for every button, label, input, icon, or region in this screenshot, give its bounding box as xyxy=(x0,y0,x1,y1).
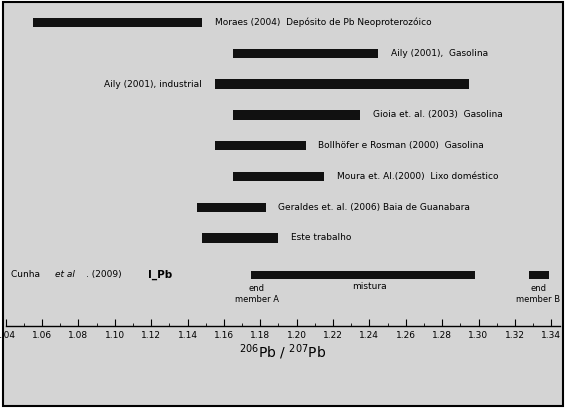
Bar xyxy=(202,233,278,243)
X-axis label: $^{206}$Pb / $^{207}$Pb: $^{206}$Pb / $^{207}$Pb xyxy=(239,342,327,362)
Text: . (2009): . (2009) xyxy=(85,271,127,279)
Bar xyxy=(33,18,202,27)
Text: Gioia et. al. (2003)  Gasolina: Gioia et. al. (2003) Gasolina xyxy=(373,111,503,120)
Text: mistura: mistura xyxy=(352,282,387,291)
Bar xyxy=(215,80,469,89)
Text: Moraes (2004)  Depósito de Pb Neoproterozóico: Moraes (2004) Depósito de Pb Neoproteroz… xyxy=(215,18,431,27)
Text: end
member B: end member B xyxy=(516,284,560,304)
Text: et al: et al xyxy=(55,271,75,279)
Text: I_Pb: I_Pb xyxy=(148,270,171,280)
Bar xyxy=(233,49,379,58)
Text: Este trabalho: Este trabalho xyxy=(291,233,351,242)
Text: Bollhöfer e Rosman (2000)  Gasolina: Bollhöfer e Rosman (2000) Gasolina xyxy=(319,141,484,150)
Text: Cunha: Cunha xyxy=(11,271,43,279)
Bar xyxy=(529,271,550,279)
Bar xyxy=(196,203,265,212)
Bar xyxy=(233,172,324,181)
Bar xyxy=(251,271,271,279)
Text: Aily (2001),  Gasolina: Aily (2001), Gasolina xyxy=(391,49,488,58)
Bar xyxy=(233,110,361,120)
Text: Aily (2001), industrial: Aily (2001), industrial xyxy=(104,80,202,89)
Text: Moura et. Al.(2000)  Lixo doméstico: Moura et. Al.(2000) Lixo doméstico xyxy=(337,172,498,181)
Text: Geraldes et. al. (2006) Baia de Guanabara: Geraldes et. al. (2006) Baia de Guanabar… xyxy=(278,203,470,212)
Bar xyxy=(265,271,475,279)
Text: end
member A: end member A xyxy=(235,284,278,304)
Bar xyxy=(215,141,306,150)
